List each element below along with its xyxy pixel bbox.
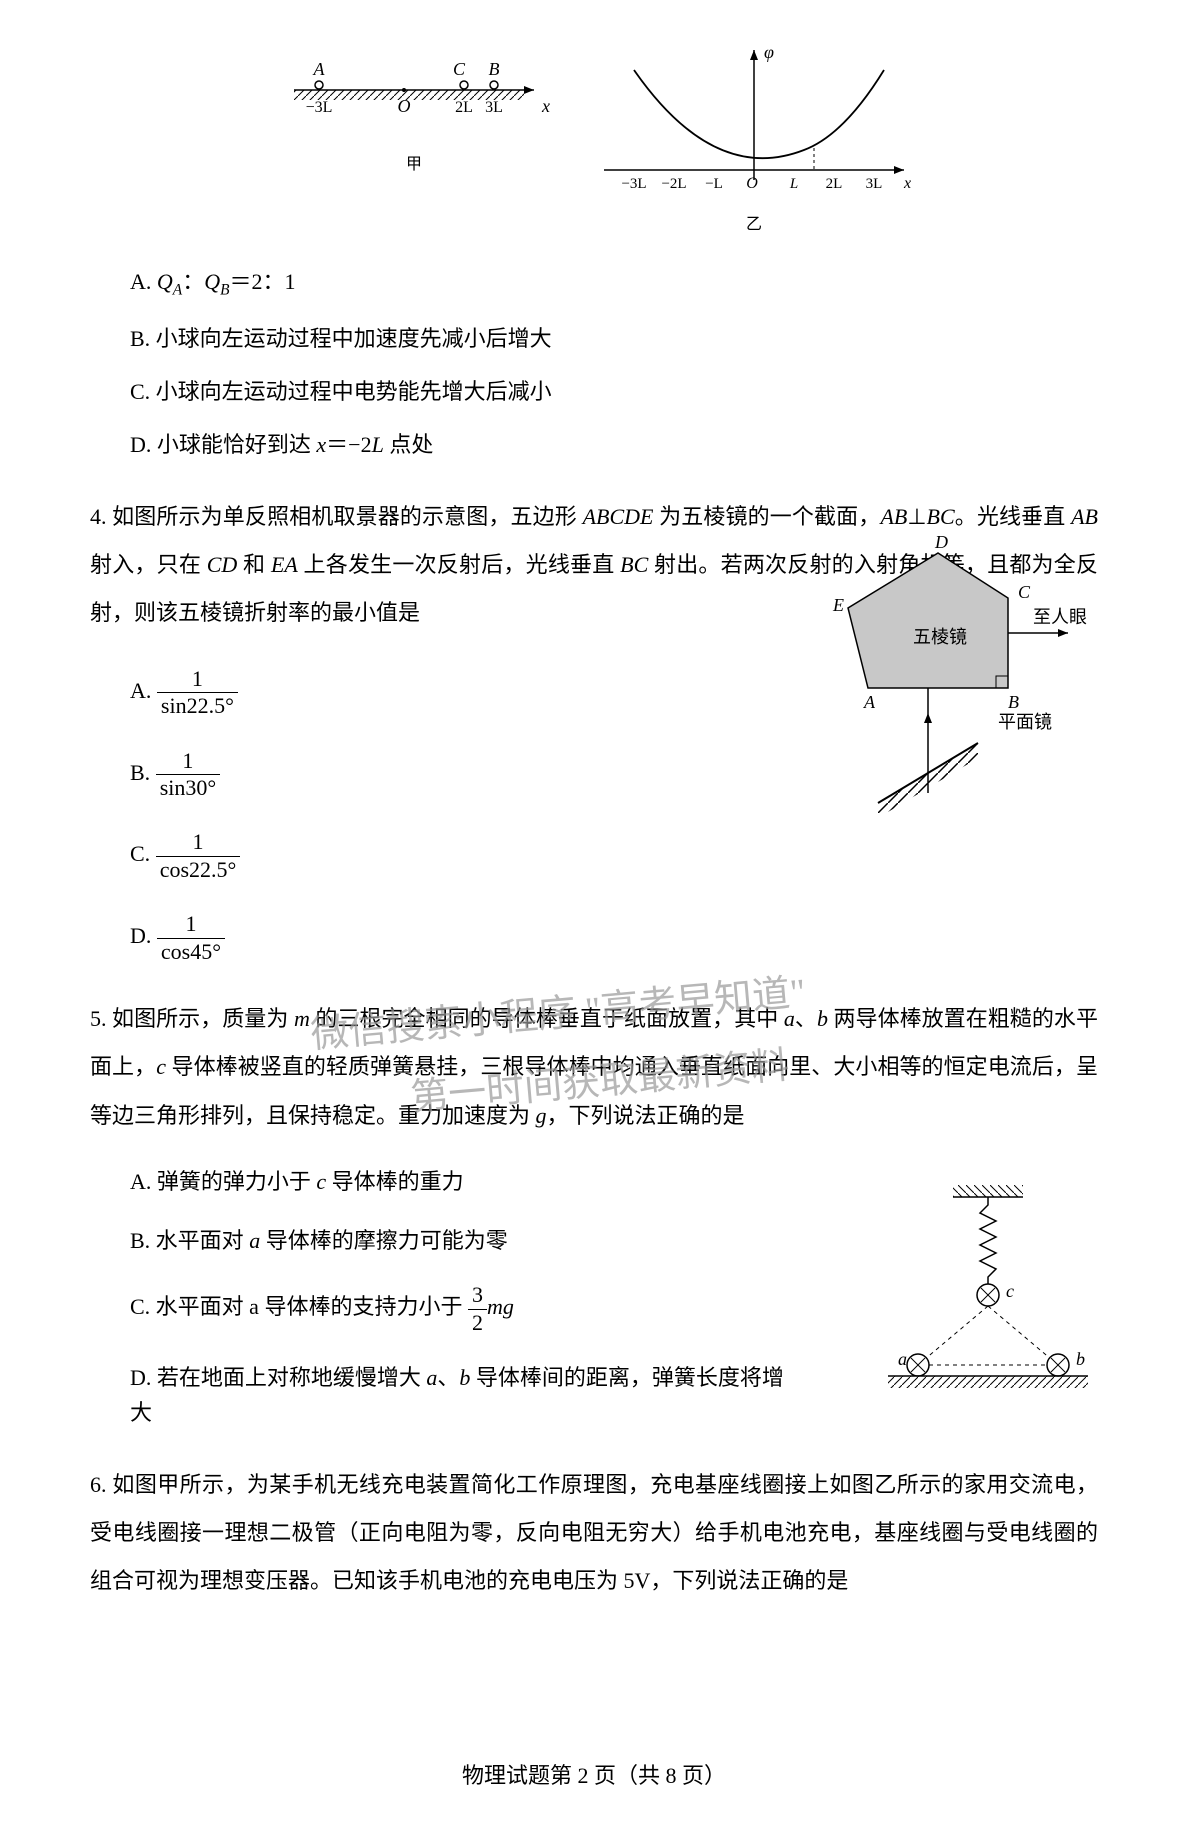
svg-text:L: L — [789, 176, 798, 192]
q4-option-c: C. 1cos22.5° — [130, 829, 1098, 883]
svg-text:E: E — [832, 595, 844, 615]
q3-options: A. QA：QB＝2：1 B. 小球向左运动过程中加速度先减小后增大 C. 小球… — [130, 264, 1098, 463]
q5-option-d: D. 若在地面上对称地缓慢增大 a、b 导体棒间的距离，弹簧长度将增大 — [130, 1360, 790, 1430]
page-footer: 物理试题第 2 页（共 8 页） — [0, 1758, 1188, 1790]
numberline-svg: A C B −3L O 2L 3L x — [274, 40, 554, 140]
svg-text:D: D — [934, 533, 948, 552]
question-5: 5. 如图所示，质量为 m 的三根完全相同的导体棒垂直于纸面放置，其中 a、b … — [90, 995, 1098, 1431]
q4-option-b: B. 1sin30° — [130, 748, 1098, 802]
q3-option-a: A. QA：QB＝2：1 — [130, 264, 1098, 303]
q4-option-a: A. 1sin22.5° — [130, 666, 1098, 720]
opt-a-text: A. QA：QB＝2：1 — [130, 269, 296, 294]
question-6: 6. 如图甲所示，为某手机无线充电装置简化工作原理图，充电基座线圈接上如图乙所示… — [90, 1461, 1098, 1606]
jia-label: 甲 — [274, 150, 554, 174]
svg-text:−3L: −3L — [306, 99, 333, 116]
q5-figure: c a b — [878, 1185, 1098, 1422]
svg-text:−2L: −2L — [661, 176, 686, 192]
svg-text:C: C — [453, 59, 466, 79]
svg-text:O: O — [398, 96, 411, 116]
svg-text:A: A — [313, 59, 326, 79]
svg-text:3L: 3L — [866, 176, 883, 192]
q3-option-b: B. 小球向左运动过程中加速度先减小后增大 — [130, 321, 1098, 356]
question-4: 4. 如图所示为单反照相机取景器的示意图，五边形 ABCDE 为五棱镜的一个截面… — [90, 493, 1098, 965]
q5-text: 5. 如图所示，质量为 m 的三根完全相同的导体棒垂直于纸面放置，其中 a、b … — [90, 995, 1098, 1140]
diagram-yi: φ −3L −2L −L O L 2L 3L x 乙 — [594, 40, 914, 234]
top-diagrams: A C B −3L O 2L 3L x 甲 φ −3L − — [90, 40, 1098, 234]
q4-option-d: D. 1cos45° — [130, 911, 1098, 965]
potential-curve-svg: φ −3L −2L −L O L 2L 3L x — [594, 40, 914, 200]
q4-options: 微信搜索小程序 "高考早知道" 第一时间获取最新资料 A. 1sin22.5° … — [130, 666, 1098, 965]
svg-text:a: a — [898, 1349, 907, 1369]
svg-text:C: C — [1018, 582, 1031, 602]
diagram-jia: A C B −3L O 2L 3L x 甲 — [274, 40, 554, 234]
yi-label: 乙 — [594, 210, 914, 234]
svg-text:O: O — [746, 175, 758, 192]
q6-text: 6. 如图甲所示，为某手机无线充电装置简化工作原理图，充电基座线圈接上如图乙所示… — [90, 1461, 1098, 1606]
prism-label: 五棱镜 — [913, 627, 967, 647]
svg-text:−L: −L — [705, 176, 723, 192]
svg-text:3L: 3L — [485, 99, 503, 116]
svg-text:φ: φ — [764, 42, 774, 62]
q3-option-d: D. 小球能恰好到达 x＝−2L 点处 — [130, 427, 1098, 462]
q3-option-c: C. 小球向左运动过程中电势能先增大后减小 — [130, 374, 1098, 409]
svg-text:x: x — [903, 175, 911, 192]
svg-text:2L: 2L — [826, 176, 843, 192]
svg-text:x: x — [541, 96, 550, 116]
svg-text:b: b — [1076, 1349, 1085, 1369]
eye-label: 至人眼 — [1033, 607, 1087, 627]
svg-text:2L: 2L — [455, 99, 473, 116]
svg-text:−3L: −3L — [621, 176, 646, 192]
svg-text:c: c — [1006, 1281, 1014, 1301]
svg-text:B: B — [489, 59, 500, 79]
